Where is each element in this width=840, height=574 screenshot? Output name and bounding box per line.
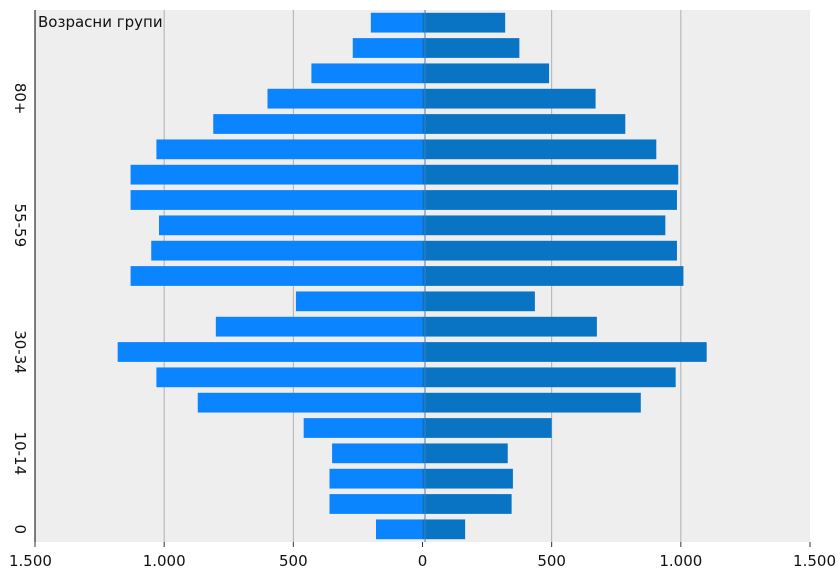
y-tick-label: 0 [11,525,29,535]
bar-left [197,392,423,413]
bar-left [329,494,423,514]
bar-right [422,190,677,210]
bar-right [422,316,597,337]
bar-left [370,12,423,33]
x-tick-label: 500 [537,552,566,570]
x-tick-label: 1.000 [143,552,186,570]
bar-right [422,418,552,438]
bar-right [422,468,513,489]
bar-left [151,240,423,261]
bar-left [213,114,423,134]
bar-right [422,164,679,185]
bar-left [156,367,423,388]
bar-left [376,519,423,540]
x-tick-label: 1.500 [793,552,836,570]
bar-right [422,139,657,160]
bar-left [332,443,423,464]
x-axis-ticks: 1.500 1.000 500 0 500 1.000 1.500 [9,542,836,570]
bar-right [422,215,666,236]
bar-left [159,215,423,236]
bars [117,12,707,540]
bar-left [117,342,423,362]
bar-right [422,519,466,540]
bar-left [130,190,423,210]
x-tick-label: 1.000 [659,552,702,570]
bar-right [422,392,641,413]
bar-right [422,443,508,464]
bar-right [422,63,550,84]
x-tick-label: 0 [418,552,428,570]
y-tick-label: 30-34 [11,330,29,374]
bar-right [422,12,506,33]
bar-left [130,266,423,286]
bar-left [295,291,423,312]
bar-left [352,38,423,58]
y-tick-label: 80+ [11,83,29,115]
bar-right [422,266,684,286]
bar-right [422,114,626,134]
bar-right [422,494,512,514]
bar-right [422,291,535,312]
bar-left [311,63,423,84]
bar-right [422,38,520,58]
bar-right [422,240,677,261]
bar-left [303,418,423,438]
chart-title: Возрасни групи [38,13,163,31]
x-tick-label: 1.500 [9,552,52,570]
y-tick-label: 10-14 [11,432,29,476]
y-axis-ticks: 0 10-14 30-34 55-59 80+ [11,83,29,534]
bar-left [215,316,423,337]
bar-right [422,367,676,388]
bar-left [156,139,423,160]
x-tick-label: 500 [279,552,308,570]
bar-right [422,342,707,362]
bar-left [267,88,423,109]
bar-left [329,468,423,489]
bar-right [422,88,596,109]
y-tick-label: 55-59 [11,204,29,248]
bar-left [130,164,423,185]
